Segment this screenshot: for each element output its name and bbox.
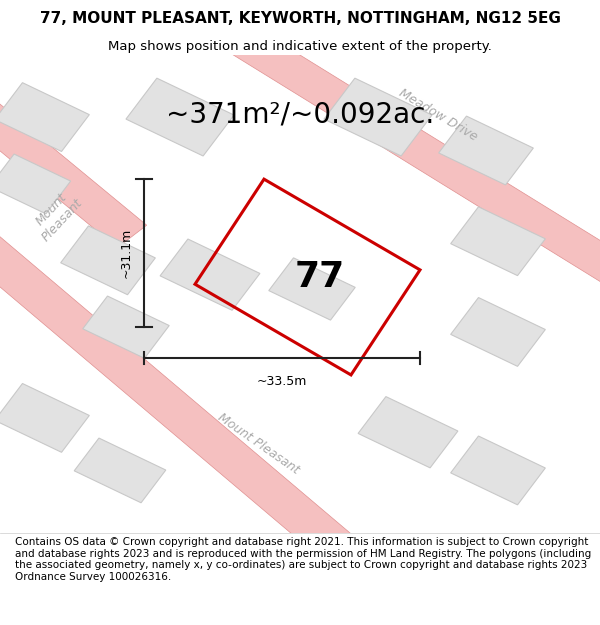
Text: Contains OS data © Crown copyright and database right 2021. This information is : Contains OS data © Crown copyright and d… <box>15 537 591 582</box>
Polygon shape <box>358 397 458 468</box>
Text: ~31.1m: ~31.1m <box>119 228 133 278</box>
Polygon shape <box>0 154 71 214</box>
Polygon shape <box>74 438 166 503</box>
Text: ~33.5m: ~33.5m <box>257 374 307 388</box>
Polygon shape <box>126 78 234 156</box>
Polygon shape <box>0 384 89 452</box>
Text: 77: 77 <box>295 260 344 294</box>
Text: Mount Pleasant: Mount Pleasant <box>215 411 301 477</box>
Text: Meadow Drive: Meadow Drive <box>397 86 479 143</box>
Polygon shape <box>269 258 355 320</box>
Polygon shape <box>0 224 364 568</box>
Polygon shape <box>439 116 533 185</box>
Polygon shape <box>215 18 600 292</box>
Polygon shape <box>451 436 545 505</box>
Text: Map shows position and indicative extent of the property.: Map shows position and indicative extent… <box>108 39 492 52</box>
Text: ~371m²/~0.092ac.: ~371m²/~0.092ac. <box>166 101 434 129</box>
Polygon shape <box>324 78 432 156</box>
Polygon shape <box>160 239 260 310</box>
Polygon shape <box>451 207 545 276</box>
Text: Mount
Pleasant: Mount Pleasant <box>29 186 85 244</box>
Polygon shape <box>0 91 146 248</box>
Polygon shape <box>83 296 169 358</box>
Polygon shape <box>451 298 545 366</box>
Polygon shape <box>0 82 89 151</box>
Text: 77, MOUNT PLEASANT, KEYWORTH, NOTTINGHAM, NG12 5EG: 77, MOUNT PLEASANT, KEYWORTH, NOTTINGHAM… <box>40 11 560 26</box>
Polygon shape <box>61 226 155 295</box>
